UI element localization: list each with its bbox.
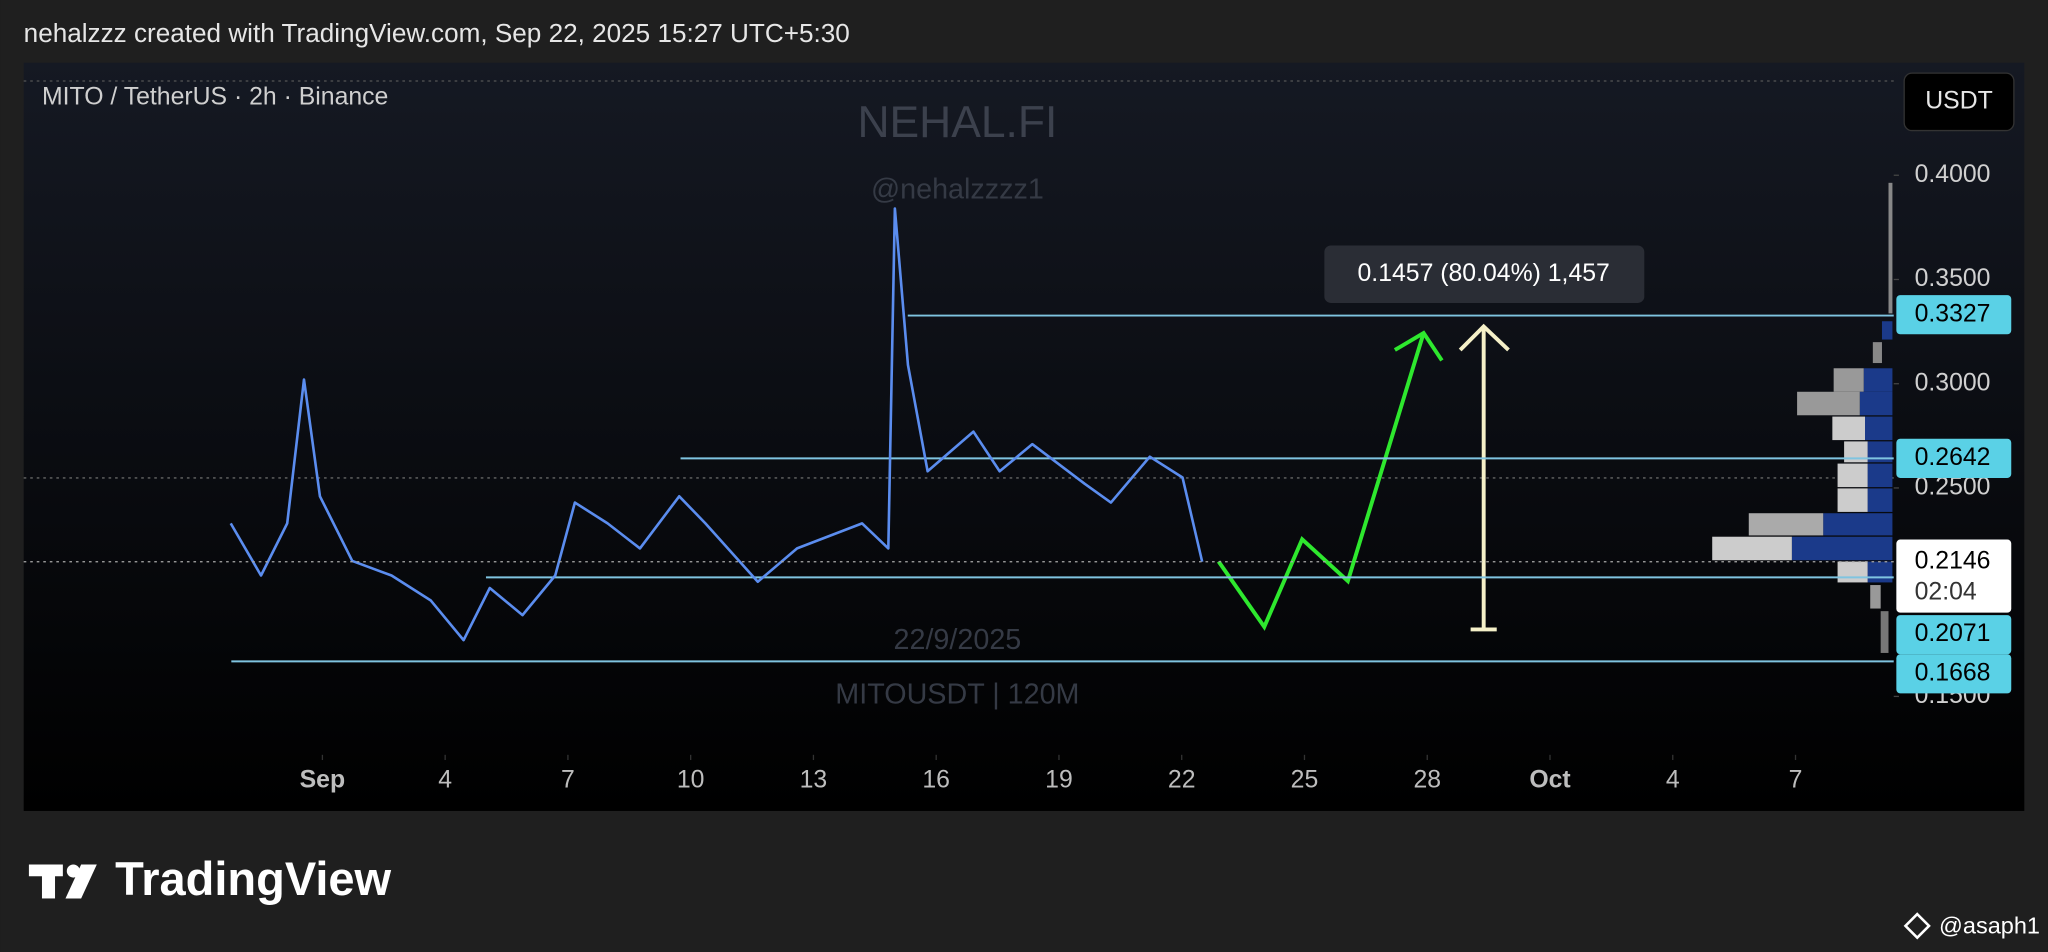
x-tick-label: 19 [1045,766,1073,793]
x-tick-label: Sep [300,766,345,793]
level-label-bg [1896,654,2012,694]
x-tick-label: 4 [438,766,452,793]
symbol-title: MITO / TetherUS · 2h · Binance [42,83,388,110]
x-tick-label: Oct [1529,766,1570,793]
level-label-bg [1896,438,2012,478]
level-label: 0.2071 [1915,620,1991,647]
watermark: @nehalzzzz1 [871,173,1044,205]
measure-label: 0.1457 (80.04%) 1,457 [1358,260,1610,287]
level-label-bg [1896,295,2012,335]
level-label: 0.1668 [1915,659,1991,686]
logo-text: TradingView [115,852,391,905]
y-tick-label: 0.3500 [1915,265,1991,292]
credit: @asaph1 [1939,912,2040,938]
x-tick-label: 4 [1666,766,1680,793]
level-label: 0.2642 [1915,444,1991,471]
price-line [229,207,1204,642]
currency[interactable]: USDT [1925,87,1993,114]
watermark: MITOUSDT | 120M [835,679,1079,711]
volume-profile [1712,182,1893,653]
currency-button[interactable] [1903,72,2015,132]
watermark: 22/9/2025 [894,624,1022,656]
x-tick-label: 16 [922,766,950,793]
last-price-label: 0.2146 [1915,547,1991,574]
watermark: NEHAL.FI [857,98,1057,147]
x-tick-label: 13 [800,766,828,793]
projection-arrowhead [1393,330,1444,362]
y-tick-label: 0.2500 [1915,473,1991,500]
x-tick-label: 10 [677,766,705,793]
x-tick-label: 7 [561,766,575,793]
measure-box [1324,245,1645,303]
x-tick-label: 25 [1291,766,1319,793]
header: nehalzzz created with TradingView.com, S… [24,18,850,48]
y-tick-label: 0.3000 [1915,369,1991,396]
x-tick-label: 22 [1168,766,1196,793]
x-tick-label: 7 [1789,766,1803,793]
countdown: 02:04 [1915,579,1977,606]
credit-icon [1903,912,1931,940]
y-tick-label: 0.4000 [1915,161,1991,188]
level-label-bg [1896,615,2012,655]
tradingview-logo-icon [28,864,97,899]
last-price-bg [1896,539,2012,613]
x-tick-label: 28 [1413,766,1441,793]
projection-path [1216,332,1426,631]
level-label: 0.3327 [1915,300,1991,327]
measure-arrowhead [1458,323,1510,352]
chart-panel [23,62,2025,811]
